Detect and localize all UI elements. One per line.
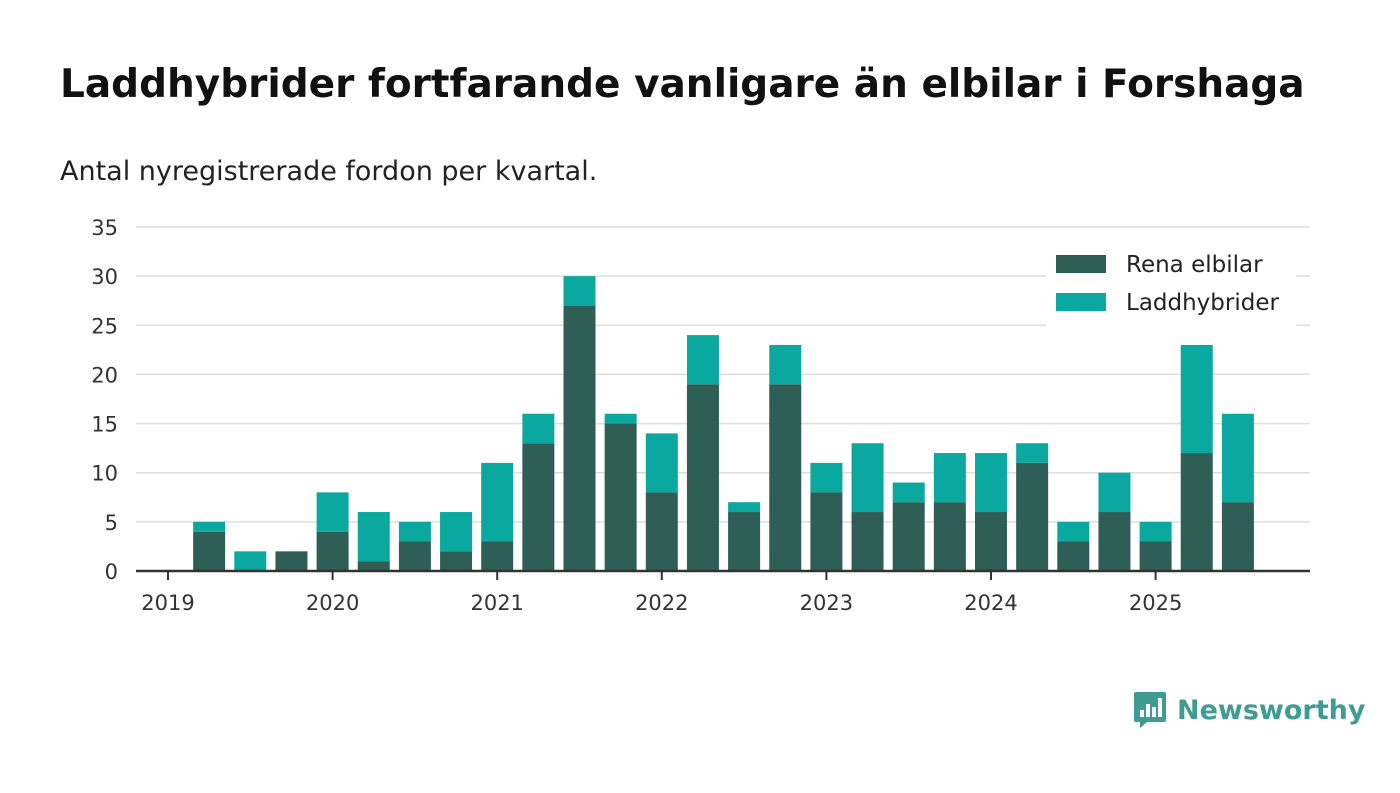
bar-laddhybrider bbox=[1221, 413, 1254, 503]
bar-rena-elbilar bbox=[645, 492, 678, 571]
y-tick-label: 5 bbox=[105, 511, 118, 535]
x-tick-label: 2020 bbox=[306, 591, 359, 615]
legend-label: Rena elbilar bbox=[1126, 252, 1263, 278]
bar-rena-elbilar bbox=[604, 423, 637, 571]
bar-laddhybrider bbox=[481, 462, 514, 542]
bar-rena-elbilar bbox=[728, 512, 761, 571]
bar-laddhybrider bbox=[728, 502, 761, 513]
bar-laddhybrider bbox=[1057, 521, 1090, 542]
bar-laddhybrider bbox=[769, 344, 802, 385]
bar-rena-elbilar bbox=[563, 305, 596, 571]
bar-rena-elbilar bbox=[275, 551, 308, 571]
bar-laddhybrider bbox=[645, 433, 678, 493]
bar-rena-elbilar bbox=[1221, 502, 1254, 571]
bar-rena-elbilar bbox=[810, 492, 843, 571]
bar-rena-elbilar bbox=[975, 512, 1007, 571]
x-tick-label: 2019 bbox=[141, 591, 194, 615]
bar-laddhybrider bbox=[892, 482, 925, 503]
bar-rena-elbilar bbox=[316, 531, 349, 571]
bar-laddhybrider bbox=[1180, 344, 1213, 454]
x-tick-label: 2022 bbox=[635, 591, 688, 615]
legend-swatch bbox=[1056, 255, 1106, 273]
brand-name: Newsworthy bbox=[1177, 694, 1366, 726]
bar-laddhybrider bbox=[357, 512, 390, 562]
bar-laddhybrider bbox=[234, 551, 267, 571]
bar-laddhybrider bbox=[563, 276, 596, 306]
bar-laddhybrider bbox=[686, 335, 719, 385]
bar-laddhybrider bbox=[933, 453, 966, 503]
bar-rena-elbilar bbox=[481, 541, 514, 571]
bar-rena-elbilar bbox=[892, 502, 925, 571]
bar-rena-elbilar bbox=[769, 384, 802, 571]
bar-rena-elbilar bbox=[1098, 512, 1131, 571]
bar-rena-elbilar bbox=[357, 561, 390, 571]
chart-title: Laddhybrider fortfarande vanligare än el… bbox=[60, 62, 1305, 107]
bar-rena-elbilar bbox=[851, 512, 884, 571]
bar-laddhybrider bbox=[522, 413, 555, 444]
bar-rena-elbilar bbox=[1180, 453, 1213, 571]
bar-laddhybrider bbox=[1016, 443, 1049, 463]
y-tick-label: 10 bbox=[91, 462, 118, 486]
bar-laddhybrider bbox=[851, 443, 884, 513]
bar-rena-elbilar bbox=[933, 502, 966, 571]
y-tick-label: 35 bbox=[91, 216, 118, 240]
bar-rena-elbilar bbox=[1016, 462, 1049, 571]
bar-laddhybrider bbox=[440, 512, 473, 552]
bar-laddhybrider bbox=[810, 462, 843, 493]
y-tick-label: 0 bbox=[105, 560, 118, 584]
newsworthy-logo-icon bbox=[1134, 692, 1166, 728]
bar-laddhybrider bbox=[975, 453, 1007, 513]
bar-laddhybrider bbox=[193, 521, 226, 532]
y-tick-label: 30 bbox=[91, 265, 118, 289]
bar-rena-elbilar bbox=[1139, 541, 1172, 571]
x-tick-label: 2024 bbox=[964, 591, 1017, 615]
chart-subtitle: Antal nyregistrerade fordon per kvartal. bbox=[60, 156, 598, 187]
y-tick-label: 15 bbox=[91, 413, 118, 437]
bar-rena-elbilar bbox=[686, 384, 719, 571]
y-tick-label: 25 bbox=[91, 314, 118, 338]
newsworthy-logo: Newsworthy bbox=[1133, 690, 1365, 730]
bar-laddhybrider bbox=[1098, 472, 1131, 513]
x-tick-label: 2021 bbox=[470, 591, 523, 615]
bar-rena-elbilar bbox=[1057, 541, 1090, 571]
y-tick-label: 20 bbox=[91, 363, 118, 387]
bar-laddhybrider bbox=[1139, 521, 1172, 542]
legend-swatch bbox=[1056, 293, 1106, 311]
bar-rena-elbilar bbox=[522, 443, 555, 571]
legend-label: Laddhybrider bbox=[1126, 290, 1279, 316]
x-tick-label: 2023 bbox=[800, 591, 853, 615]
bar-rena-elbilar bbox=[398, 541, 431, 571]
bar-laddhybrider bbox=[316, 492, 349, 532]
bar-rena-elbilar bbox=[193, 531, 226, 571]
bar-laddhybrider bbox=[398, 521, 431, 542]
x-tick-label: 2025 bbox=[1129, 591, 1182, 615]
bar-laddhybrider bbox=[604, 413, 637, 424]
bar-rena-elbilar bbox=[440, 551, 473, 571]
